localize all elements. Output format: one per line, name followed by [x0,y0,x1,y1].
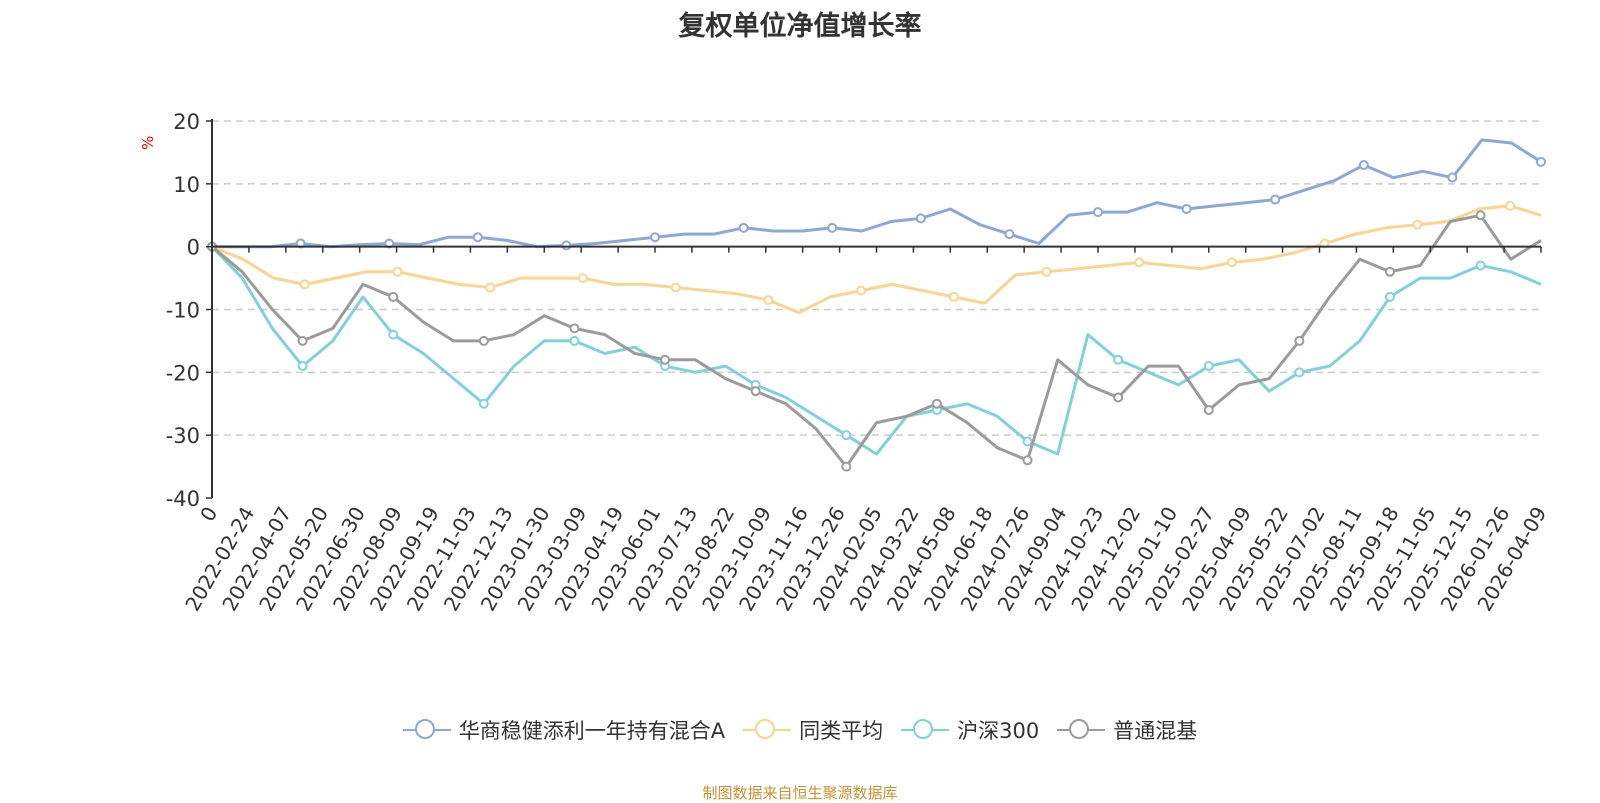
data-point[interactable] [1447,172,1458,183]
legend-marker-csi300 [901,718,950,742]
data-point[interactable] [931,398,942,409]
series-line-hs-fund [212,138,1542,249]
data-point[interactable] [841,461,852,472]
data-point[interactable] [1093,207,1103,218]
data-point[interactable] [1294,335,1305,346]
data-point[interactable] [1113,354,1124,365]
chart-title: 复权单位净值增长率 [678,11,922,42]
legend-marker-hs-fund [402,718,451,742]
y-tick-label: -30 [166,424,200,448]
data-point[interactable] [1226,257,1237,268]
data-point[interactable] [577,273,588,284]
data-point[interactable] [1358,159,1369,170]
y-tick-label: 20 [173,110,200,134]
series-csi300 [207,241,1542,456]
data-point[interactable] [915,213,926,224]
y-tick-label: -40 [166,487,200,511]
data-source-note: 制图数据来自恒生聚源数据库 [702,784,898,802]
legend-marker-mixed-fund [1057,718,1106,742]
data-point[interactable] [1384,291,1395,302]
data-point[interactable] [763,295,774,306]
legend-item-hs-fund[interactable]: 华商稳健添利一年持有混合A [402,715,726,745]
y-tick-label: -10 [166,299,200,323]
data-point[interactable] [299,279,310,290]
data-point[interactable] [1270,194,1281,205]
data-point[interactable] [1113,392,1124,403]
data-point[interactable] [297,361,308,372]
legend-label-csi300: 沪深300 [957,719,1040,743]
series-line-csi300 [210,245,1542,456]
data-point[interactable] [1203,361,1214,372]
legend: 华商稳健添利一年持有混合A 同类平均 沪深300 普通混基 [0,715,1600,745]
data-point[interactable] [948,291,959,302]
data-point[interactable] [1536,156,1546,167]
legend-label-hs-fund: 华商稳健添利一年持有混合A [458,719,726,743]
data-point[interactable] [561,240,572,251]
y-tick-label: 10 [173,173,200,197]
axis-layer: 20100-10-20-30-4002022-02-242022-04-0720… [166,110,1552,615]
data-point[interactable] [1475,260,1486,271]
legend-item-peer-average[interactable]: 同类平均 [743,715,883,745]
legend-label-peer-average: 同类平均 [799,719,884,743]
legend-label-mixed-fund: 普通混基 [1113,719,1198,743]
data-point[interactable] [750,386,761,397]
legend-item-csi300[interactable]: 沪深300 [901,715,1039,745]
data-point[interactable] [856,285,867,296]
series-layer [207,138,1546,472]
data-point[interactable] [738,222,749,233]
y-tick-label: -20 [166,361,200,385]
data-point[interactable] [670,282,681,293]
series-mixed-fund [207,210,1542,472]
data-point[interactable] [1041,266,1052,277]
data-point[interactable] [1022,455,1033,466]
data-point[interactable] [485,282,496,293]
data-point[interactable] [1475,210,1486,221]
data-point[interactable] [388,291,399,302]
data-point[interactable] [650,232,660,243]
data-point[interactable] [1134,257,1145,268]
data-point[interactable] [1022,436,1033,447]
data-point[interactable] [388,329,399,340]
data-point[interactable] [827,222,838,233]
x-tick-label: 0 [195,503,222,526]
data-point[interactable] [1004,229,1015,240]
data-point[interactable] [478,398,489,409]
data-point[interactable] [1203,405,1214,416]
data-point[interactable] [1384,266,1395,277]
data-point[interactable] [841,430,852,441]
data-point[interactable] [569,323,580,334]
data-point[interactable] [478,335,489,346]
grid-layer [212,120,1541,436]
data-point[interactable] [660,354,671,365]
series-line-peer-average [211,204,1542,315]
series-hs-fund [207,138,1546,252]
legend-marker-peer-average [743,718,792,742]
data-point[interactable] [1412,219,1423,230]
data-point[interactable] [472,232,483,243]
series-peer-average [207,200,1542,315]
data-point[interactable] [392,266,403,277]
data-point[interactable] [569,335,580,346]
data-point[interactable] [1294,367,1305,378]
series-line-mixed-fund [211,213,1542,469]
legend-item-mixed-fund[interactable]: 普通混基 [1057,715,1197,745]
y-tick-label: 0 [187,236,200,260]
data-point[interactable] [1505,200,1516,211]
data-point[interactable] [1181,203,1192,214]
data-point[interactable] [297,335,308,346]
